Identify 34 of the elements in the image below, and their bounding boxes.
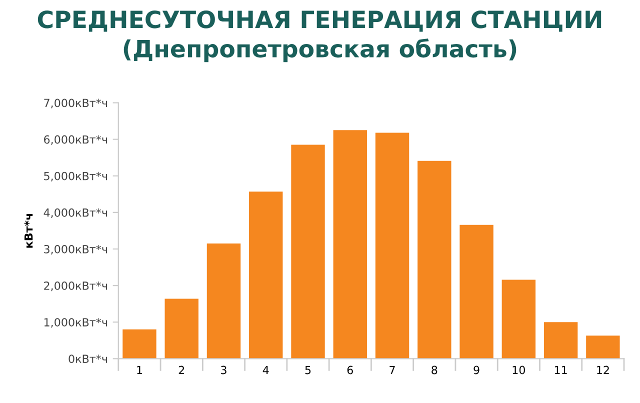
x-tick-label: 6 [347, 366, 353, 374]
y-tick-label: 6,000кВт*ч [44, 135, 107, 145]
x-tick-label: 12 [597, 366, 609, 374]
bar [164, 298, 198, 359]
bar [206, 244, 241, 359]
x-tick-label: 3 [221, 366, 226, 374]
x-tick-label: 1 [137, 366, 142, 374]
bar [375, 132, 410, 359]
x-tick-label: 7 [390, 366, 395, 374]
x-tick-label: 2 [178, 366, 184, 374]
y-axis-title: кВт*ч [24, 214, 33, 248]
x-tick-label: 8 [432, 366, 438, 374]
x-tick-label: 5 [305, 366, 311, 374]
y-tick-label: 3,000кВт*ч [44, 244, 107, 255]
x-tick-label: 4 [262, 366, 269, 374]
y-tick-label: 4,000кВт*ч [44, 208, 107, 218]
bar [418, 160, 452, 359]
y-tick-label: 1,000кВт*ч [44, 318, 107, 328]
x-tick-label: 10 [512, 366, 525, 374]
bar [586, 336, 620, 359]
bar [249, 192, 283, 359]
y-tick-label: 7,000кВт*ч [44, 98, 107, 108]
y-tick-label: 5,000кВт*ч [44, 172, 107, 182]
y-tick-label: 2,000кВт*ч [44, 282, 107, 292]
bar [502, 280, 536, 359]
bar [460, 224, 494, 359]
bar [544, 322, 578, 359]
y-tick-label: 0кВт*ч [68, 354, 107, 364]
bar [122, 329, 156, 359]
x-tick-label: 11 [554, 366, 567, 374]
x-tick-label: 9 [474, 366, 480, 374]
bar [291, 144, 325, 359]
chart-title: СРЕДНЕСУТОЧНАЯ ГЕНЕРАЦИЯ СТАНЦИИ (Днепропетровская область) [38, 10, 602, 62]
bar [333, 130, 367, 359]
